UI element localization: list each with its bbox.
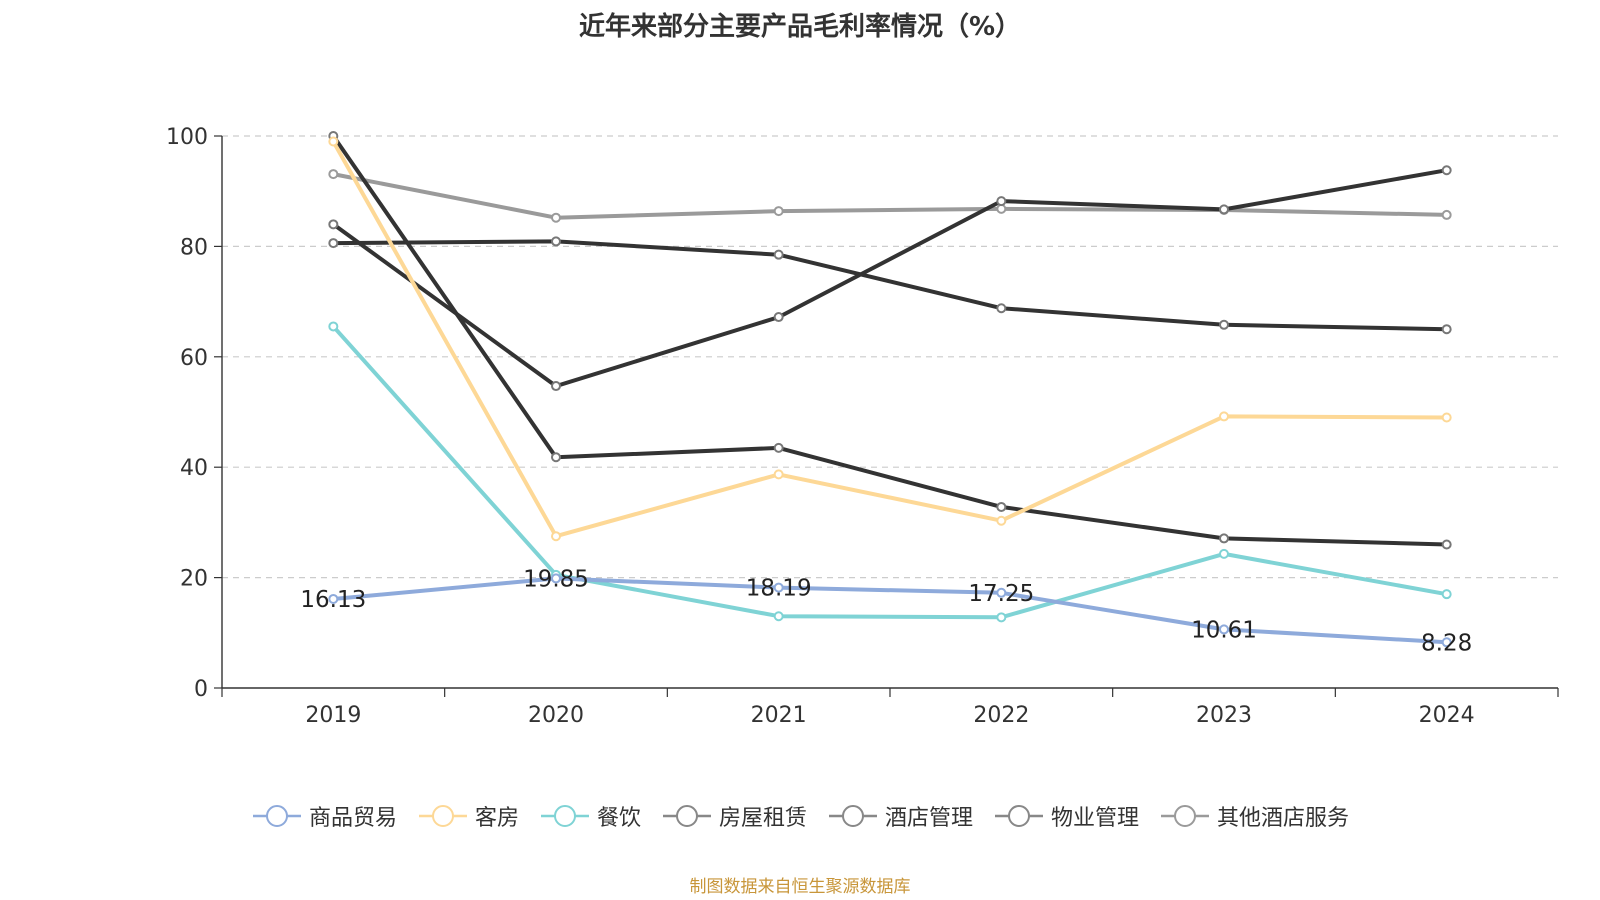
- data-point: [551, 452, 561, 463]
- data-point: [996, 303, 1007, 314]
- series-line: [331, 172, 1449, 220]
- legend-label: 客房: [474, 806, 519, 831]
- legend-marker-icon: [540, 805, 589, 827]
- legend-marker-icon: [1161, 805, 1210, 827]
- legend-label: 物业管理: [1051, 806, 1140, 831]
- y-tick-label: 60: [180, 346, 208, 371]
- series-3: [328, 321, 1452, 623]
- legend-marker-icon: [995, 805, 1044, 827]
- series-line: [331, 324, 1449, 620]
- legend-label: 商品贸易: [308, 806, 397, 831]
- data-point: [773, 582, 784, 593]
- x-tick-label: 2021: [751, 703, 807, 728]
- series-6: [328, 236, 1452, 335]
- legend-marker-icon: [829, 805, 877, 827]
- data-point: [328, 238, 339, 249]
- data-point: [1219, 411, 1229, 422]
- legend-item[interactable]: 酒店管理: [827, 800, 973, 832]
- data-point: [773, 611, 784, 622]
- data-labels: 16.13 19.85 18.19 17.25 10.61 8.28: [300, 566, 1472, 656]
- data-label: 17.25: [968, 581, 1034, 607]
- series-5: [328, 131, 1452, 550]
- data-point: [1219, 548, 1229, 559]
- series-7: [328, 169, 1452, 223]
- data-point: [1219, 204, 1229, 215]
- data-point: [996, 612, 1007, 623]
- legend-marker-icon: [662, 805, 711, 827]
- legend-item[interactable]: 餐饮: [539, 800, 641, 832]
- legend-marker-icon: [252, 805, 301, 827]
- data-point: [996, 515, 1007, 526]
- data-point: [328, 136, 339, 147]
- data-point: [1441, 637, 1452, 648]
- y-tick-label: 20: [180, 567, 208, 592]
- data-point: [551, 531, 561, 542]
- series-lines: [328, 131, 1452, 648]
- legend-label: 餐饮: [596, 806, 641, 831]
- legend-item[interactable]: 房屋租赁: [661, 800, 807, 832]
- data-point: [996, 196, 1007, 207]
- data-point: [1219, 533, 1229, 544]
- chart-title: 近年来部分主要产品毛利率情况（%）: [578, 12, 1022, 42]
- data-label: 18.19: [746, 576, 812, 602]
- data-label: 19.85: [523, 566, 589, 592]
- data-point: [773, 249, 784, 260]
- data-point: [773, 312, 784, 323]
- series-line: [331, 576, 1449, 645]
- data-point: [1441, 539, 1452, 550]
- legend: 商品贸易 客房 餐饮 房屋租赁 酒店管理 物业管理 其他酒店服务: [0, 800, 1600, 832]
- y-tick-label: 80: [180, 235, 208, 260]
- data-point: [1441, 165, 1452, 176]
- legend-label: 酒店管理: [885, 806, 974, 831]
- data-point: [328, 219, 339, 230]
- data-label: 10.61: [1191, 617, 1257, 643]
- data-point: [1441, 324, 1452, 335]
- y-tick-label: 100: [166, 125, 208, 150]
- data-point: [551, 381, 561, 392]
- data-point: [773, 469, 784, 480]
- data-point: [1441, 589, 1452, 600]
- legend-item[interactable]: 物业管理: [993, 800, 1139, 832]
- data-label: 16.13: [300, 587, 366, 613]
- data-point: [1219, 319, 1229, 330]
- grid-lines: [222, 135, 1558, 579]
- series-line: [331, 239, 1449, 332]
- data-point: [328, 169, 339, 180]
- source-note: 制图数据来自恒生聚源数据库: [689, 877, 911, 897]
- data-point: [551, 573, 561, 584]
- x-tick-label: 2019: [305, 703, 361, 728]
- series-line: [331, 134, 1449, 547]
- data-point: [996, 587, 1007, 598]
- y-tick-label: 0: [194, 677, 208, 702]
- series-line: [331, 139, 1449, 539]
- legend-item[interactable]: 商品贸易: [251, 800, 397, 832]
- x-tick-label: 2020: [528, 703, 584, 728]
- data-point: [551, 212, 561, 223]
- legend-label: 其他酒店服务: [1217, 806, 1350, 831]
- series-line: [331, 168, 1449, 389]
- legend-label: 房屋租赁: [718, 806, 807, 831]
- series-4: [328, 165, 1452, 392]
- data-label: 8.28: [1421, 630, 1472, 656]
- data-point: [1441, 209, 1452, 220]
- x-tick-label: 2022: [973, 703, 1029, 728]
- data-point: [551, 236, 561, 247]
- data-point: [1441, 412, 1452, 423]
- legend-item[interactable]: 客房: [417, 800, 519, 832]
- x-tick-label: 2023: [1196, 703, 1252, 728]
- axes: 0 20 40 60 80 100 2019 2020 2021 2022 2023 2024: [166, 125, 1559, 728]
- legend-item[interactable]: 其他酒店服务: [1159, 800, 1349, 832]
- data-point: [773, 442, 784, 453]
- data-point: [773, 206, 784, 217]
- series-1: [328, 573, 1452, 648]
- x-tick-label: 2024: [1419, 703, 1475, 728]
- data-point: [996, 501, 1007, 512]
- data-point: [1219, 624, 1229, 635]
- legend-marker-icon: [418, 805, 467, 827]
- data-point: [328, 321, 339, 332]
- series-2: [328, 136, 1452, 542]
- y-tick-label: 40: [180, 456, 208, 481]
- data-point: [328, 593, 339, 604]
